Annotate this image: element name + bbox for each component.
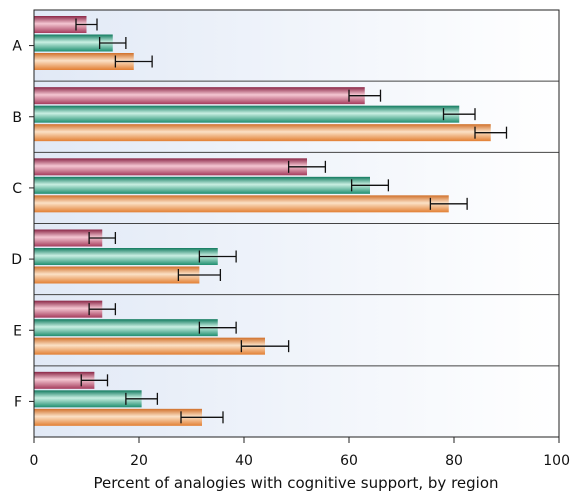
error-bar-E-series-3 — [240, 340, 290, 353]
x-tick-label-0: 0 — [30, 453, 39, 469]
bars-layer — [34, 16, 491, 426]
bar-F-series-1 — [34, 371, 95, 389]
x-tick-label-40: 40 — [235, 453, 253, 469]
bar-A-series-2 — [34, 34, 113, 52]
bar-A-series-1 — [34, 16, 87, 33]
error-bar-A-series-2 — [98, 37, 127, 49]
y-tick-label-F: F — [14, 394, 22, 410]
error-bar-D-series-1 — [88, 232, 117, 244]
y-tick-label-D: D — [11, 252, 22, 268]
bar-D-series-1 — [34, 229, 103, 247]
bar-B-series-1 — [34, 87, 365, 105]
bar-E-series-2 — [34, 319, 218, 337]
error-bar-B-series-1 — [348, 89, 382, 102]
bar-C-series-1 — [34, 158, 307, 176]
bar-F-series-3 — [34, 408, 202, 426]
x-tick-label-20: 20 — [130, 453, 148, 469]
error-bar-D-series-3 — [177, 269, 222, 281]
bar-F-series-2 — [34, 390, 142, 408]
x-tick-label-60: 60 — [340, 453, 358, 469]
bar-D-series-2 — [34, 248, 218, 265]
error-bar-B-series-3 — [474, 126, 508, 139]
error-bar-E-series-2 — [198, 321, 237, 334]
y-tick-label-E: E — [13, 323, 22, 339]
bar-E-series-3 — [34, 337, 265, 355]
x-axis-title: Percent of analogies with cognitive supp… — [93, 474, 498, 492]
error-bar-A-series-3 — [114, 55, 153, 68]
error-bar-C-series-1 — [287, 160, 327, 173]
x-axis: 0 20 40 60 80 100 — [30, 437, 570, 469]
error-bar-F-series-1 — [80, 374, 109, 387]
bar-C-series-3 — [34, 195, 449, 213]
plot-frame — [33, 9, 560, 438]
y-tick-label-A: A — [12, 39, 22, 55]
error-bar-C-series-2 — [350, 179, 390, 192]
x-tick-label-100: 100 — [543, 453, 570, 469]
error-bar-B-series-2 — [442, 108, 476, 121]
error-bar-A-series-1 — [75, 18, 98, 31]
y-axis: A B C D E F — [11, 39, 34, 410]
error-bar-F-series-2 — [125, 392, 159, 405]
bar-E-series-1 — [34, 300, 103, 318]
x-tick-label-80: 80 — [445, 453, 463, 469]
bar-B-series-2 — [34, 105, 460, 123]
error-bar-E-series-1 — [88, 303, 117, 316]
bar-B-series-3 — [34, 124, 491, 142]
error-bar-D-series-2 — [198, 250, 237, 263]
group-separators — [34, 80, 559, 367]
y-tick-label-B: B — [12, 110, 22, 126]
bar-C-series-2 — [34, 176, 370, 194]
bar-D-series-3 — [34, 266, 200, 284]
y-tick-label-C: C — [12, 181, 22, 197]
error-bar-C-series-3 — [429, 197, 468, 210]
bar-A-series-3 — [34, 53, 134, 70]
error-bar-F-series-3 — [180, 411, 224, 424]
error-bars-layer — [75, 18, 508, 424]
